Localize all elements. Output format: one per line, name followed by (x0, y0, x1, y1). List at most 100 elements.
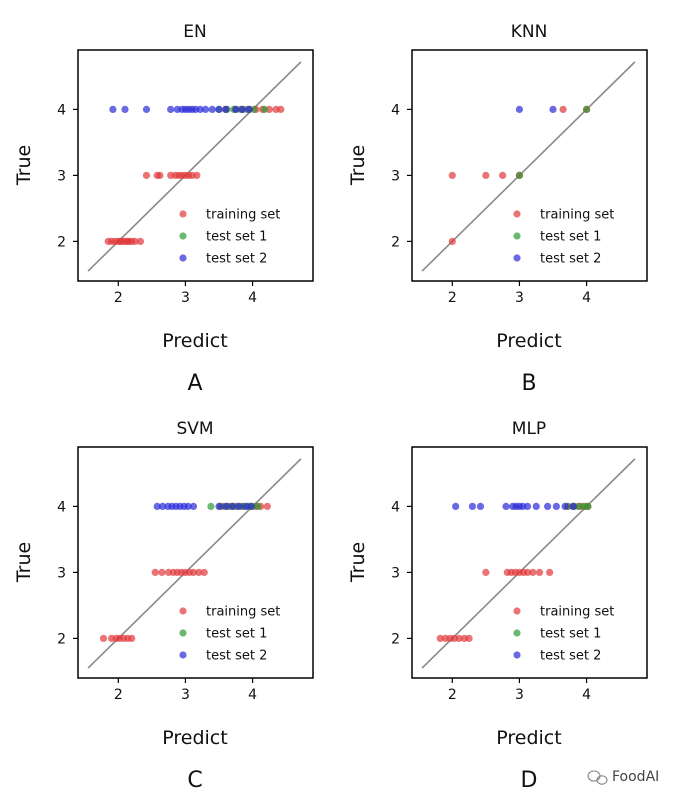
panel-label: C (187, 768, 202, 793)
plot-area: 2 3 4 2 3 4 training set test set 1 test set 2 (57, 61, 302, 306)
plot-area: 2 3 4 2 3 4 training set test set 1 test set 2 (391, 458, 636, 703)
data-point (228, 502, 237, 510)
legend-label: training set (206, 208, 280, 223)
legend-label: training set (540, 605, 614, 620)
panel-label: D (521, 768, 538, 793)
data-point (222, 502, 230, 510)
data-point (263, 502, 271, 510)
axes-frame (77, 49, 314, 282)
y-tick-label: 2 (391, 234, 400, 250)
data-point (482, 568, 490, 576)
x-axis-label: Predict (162, 727, 227, 749)
data-point (222, 105, 230, 113)
data-point (277, 105, 285, 113)
data-point (156, 171, 164, 179)
x-axis-label: Predict (496, 727, 561, 749)
data-point (436, 634, 444, 642)
data-point (207, 502, 215, 510)
data-point (561, 502, 569, 510)
data-point (215, 502, 223, 510)
data-point (569, 502, 577, 510)
y-tick-label: 3 (391, 565, 400, 581)
data-point (582, 105, 591, 113)
y-tick-label: 3 (57, 168, 66, 184)
data-point (189, 568, 198, 576)
data-point (452, 502, 460, 510)
data-point (245, 105, 253, 113)
legend-marker (179, 629, 187, 637)
data-point (465, 634, 473, 642)
data-point (502, 502, 510, 510)
watermark-text: FoodAI (612, 769, 659, 785)
data-point (158, 568, 166, 576)
data-point (109, 105, 117, 113)
x-tick-label: 2 (114, 290, 123, 306)
data-point (151, 568, 159, 576)
data-point (523, 502, 532, 510)
x-tick-label: 2 (448, 687, 457, 703)
y-axis-label: True (13, 145, 35, 186)
data-point (128, 634, 136, 642)
x-tick-label: 2 (114, 687, 123, 703)
x-tick-label: 4 (582, 290, 591, 306)
data-point (189, 502, 198, 510)
y-tick-label: 2 (57, 234, 66, 250)
y-axis-label: True (13, 542, 35, 583)
chart-title: SVM (176, 419, 213, 439)
legend-marker (179, 232, 187, 240)
legend-label: test set 2 (540, 649, 601, 664)
data-point (482, 171, 490, 179)
data-point (193, 171, 201, 179)
data-point (99, 634, 108, 642)
y-tick-label: 2 (391, 631, 400, 647)
data-point (242, 502, 250, 510)
y-tick-label: 4 (391, 499, 400, 515)
chat-bubble-icon (587, 770, 608, 785)
data-point (167, 105, 175, 113)
data-point (523, 568, 532, 576)
data-point (584, 502, 592, 510)
legend-marker (513, 651, 521, 659)
axes-frame (411, 446, 648, 679)
legend: training set test set 1 test set 2 (179, 605, 280, 664)
x-tick-label: 3 (181, 687, 190, 703)
chart-title: KNN (511, 22, 548, 42)
y-tick-label: 2 (57, 631, 66, 647)
data-point (142, 171, 151, 179)
data-point (254, 502, 262, 510)
legend-label: test set 1 (540, 627, 601, 642)
x-axis-label: Predict (496, 330, 561, 352)
legend-marker (513, 607, 521, 615)
data-point (468, 502, 477, 510)
axes-frame (411, 49, 648, 282)
x-tick-label: 3 (515, 687, 524, 703)
data-point (247, 502, 255, 510)
axes-frame (77, 446, 314, 679)
data-point (201, 105, 210, 113)
x-tick-label: 3 (515, 290, 524, 306)
data-point (448, 171, 456, 179)
data-point (549, 105, 557, 113)
legend-label: test set 1 (206, 627, 267, 642)
data-point (195, 568, 203, 576)
data-point (532, 502, 540, 510)
legend-label: test set 1 (540, 230, 601, 245)
panel-label: B (521, 371, 536, 396)
x-tick-label: 4 (582, 687, 591, 703)
data-point (559, 105, 567, 113)
data-point (455, 634, 463, 642)
x-tick-label: 2 (448, 290, 457, 306)
chart-title: EN (183, 22, 206, 42)
legend-label: training set (540, 208, 614, 223)
panel-label: A (187, 371, 202, 396)
data-point (448, 237, 456, 245)
data-point (576, 502, 584, 510)
y-tick-label: 4 (391, 102, 400, 118)
data-point (159, 502, 167, 510)
legend-label: test set 2 (540, 252, 601, 267)
data-point (142, 105, 151, 113)
data-point (529, 568, 537, 576)
data-point (153, 502, 161, 510)
x-tick-label: 4 (248, 290, 257, 306)
